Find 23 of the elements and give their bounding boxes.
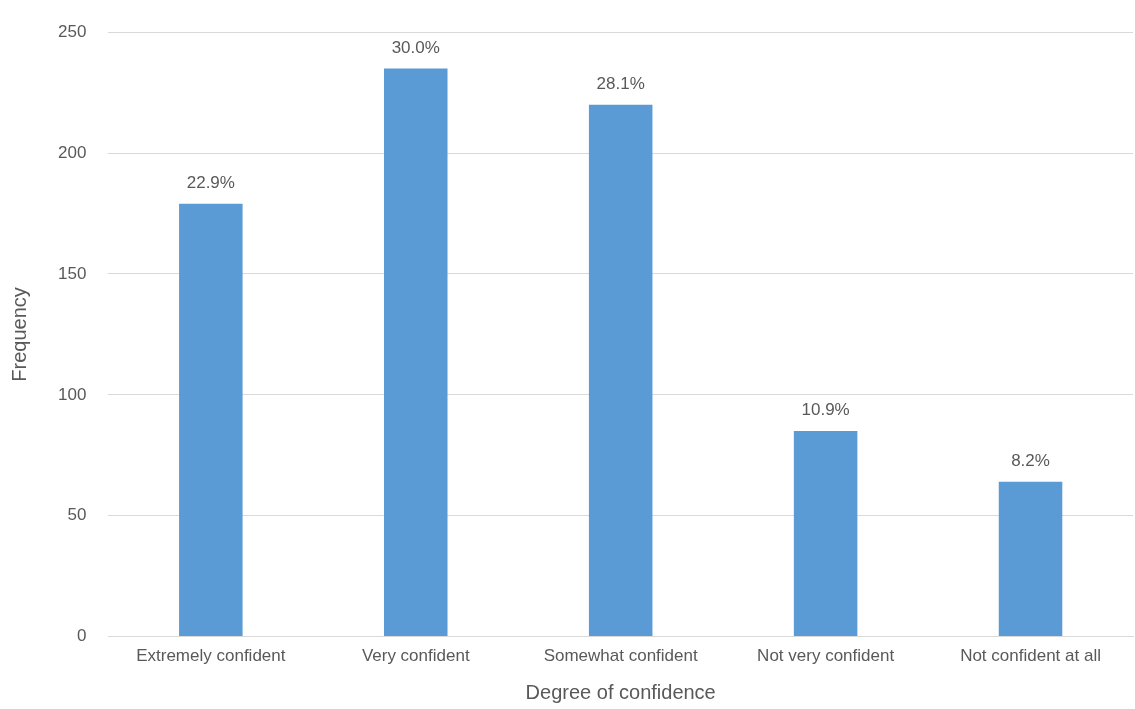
x-tick-label: Not confident at all [960,646,1101,666]
x-tick-label: Very confident [361,646,470,666]
y-tick-label: 0 [76,626,87,646]
annotation: 22.9% [186,173,235,193]
annotation: 28.1% [596,73,645,93]
bar [793,431,858,637]
y-tick-label: 200 [57,142,87,162]
bar [383,68,448,637]
x-axis-title: Degree of confidence [525,680,716,703]
y-axis-title: Frequency [7,287,30,382]
x-tick-label: Extremely confident [136,646,286,666]
annotation: 30.0% [391,37,440,57]
y-tick-label: 250 [57,21,87,41]
y-tick-label: 100 [57,384,87,404]
bar [588,104,653,637]
y-tick-label: 50 [67,505,87,525]
bar [998,481,1063,637]
x-tick-label: Somewhat confident [543,646,698,666]
bar [179,203,243,637]
annotation: 8.2% [1011,451,1050,471]
y-tick-label: 150 [57,263,87,283]
x-tick-label: Not very confident [757,646,895,666]
annotation: 10.9% [801,400,850,420]
